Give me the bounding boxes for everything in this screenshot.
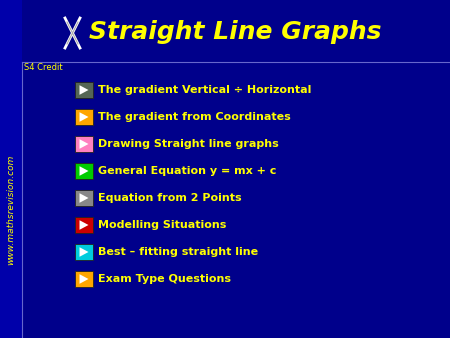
Bar [75,271,93,287]
Polygon shape [80,274,89,284]
Bar [75,244,93,260]
Text: Straight Line Graphs: Straight Line Graphs [89,20,381,44]
Text: www.mathsrevision.com: www.mathsrevision.com [6,155,15,265]
Bar [75,109,93,125]
Bar [75,217,93,233]
Text: Drawing Straight line graphs: Drawing Straight line graphs [98,139,279,149]
Polygon shape [80,220,89,230]
Text: S4 Credit: S4 Credit [24,64,63,72]
Text: General Equation y = mx + c: General Equation y = mx + c [98,166,276,176]
Polygon shape [80,112,89,122]
Bar [75,190,93,206]
Polygon shape [80,193,89,203]
Text: Best – fitting straight line: Best – fitting straight line [98,247,258,257]
Text: The gradient Vertical ÷ Horizontal: The gradient Vertical ÷ Horizontal [98,85,311,95]
Bar [0,0,22,338]
Bar [75,82,93,98]
Polygon shape [80,139,89,149]
Bar [75,136,93,152]
Polygon shape [80,166,89,176]
Text: Equation from 2 Points: Equation from 2 Points [98,193,242,203]
Bar [75,163,93,179]
Text: Exam Type Questions: Exam Type Questions [98,274,231,284]
Text: Modelling Situations: Modelling Situations [98,220,226,230]
Text: The gradient from Coordinates: The gradient from Coordinates [98,112,291,122]
Polygon shape [80,247,89,257]
Polygon shape [80,85,89,95]
